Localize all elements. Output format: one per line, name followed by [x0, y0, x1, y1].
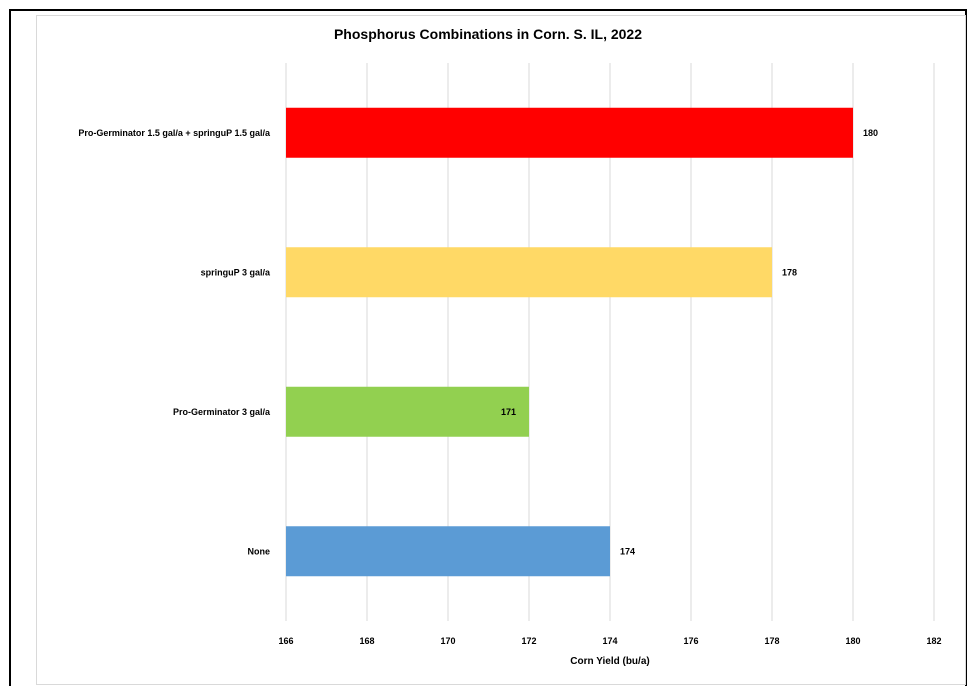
x-tick-label: 180: [845, 636, 860, 646]
x-tick-label: 168: [359, 636, 374, 646]
data-label: 180: [863, 128, 878, 138]
x-tick-label: 176: [683, 636, 698, 646]
bar: [286, 107, 853, 158]
data-label: 178: [782, 267, 797, 277]
category-label: springuP 3 gal/a: [201, 267, 271, 277]
chart-area: [36, 15, 966, 685]
x-tick-label: 182: [926, 636, 941, 646]
bar: [286, 386, 529, 437]
x-tick-label: 172: [521, 636, 536, 646]
x-tick-label: 178: [764, 636, 779, 646]
bar: [286, 526, 610, 577]
x-tick-label: 174: [602, 636, 617, 646]
x-tick-label: 166: [278, 636, 293, 646]
chart-title: Phosphorus Combinations in Corn. S. IL, …: [334, 26, 642, 42]
data-label: 174: [620, 546, 635, 556]
x-axis-title: Corn Yield (bu/a): [570, 656, 649, 667]
data-label: 171: [501, 407, 516, 417]
category-label: Pro-Germinator 3 gal/a: [173, 407, 271, 417]
x-tick-label: 170: [440, 636, 455, 646]
category-label: None: [248, 546, 271, 556]
bar: [286, 247, 772, 298]
category-label: Pro-Germinator 1.5 gal/a + springuP 1.5 …: [78, 128, 271, 138]
